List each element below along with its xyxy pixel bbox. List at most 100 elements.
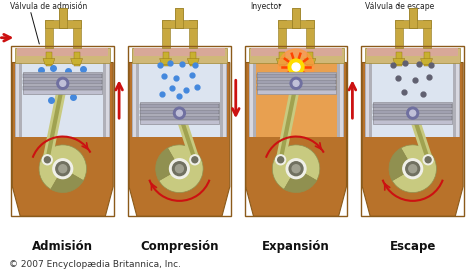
Bar [396,51,402,66]
Text: Expansión: Expansión [262,240,330,253]
Bar [255,63,337,137]
Circle shape [293,80,299,86]
Bar [23,86,102,90]
Bar [162,20,183,28]
Bar [453,63,460,137]
Text: Válvula de escape: Válvula de escape [365,2,435,11]
Wedge shape [159,145,203,192]
Polygon shape [420,59,432,64]
Wedge shape [155,148,180,180]
Circle shape [173,107,185,119]
Bar [46,51,52,66]
Circle shape [192,157,198,163]
Circle shape [175,165,183,173]
Bar [256,72,336,94]
Bar [140,116,219,120]
Bar [59,8,67,28]
Bar [163,51,169,66]
Circle shape [410,110,416,116]
Bar [162,20,170,48]
Bar [251,48,342,56]
Bar [175,8,183,28]
Bar [17,48,108,56]
Text: Admisión: Admisión [32,240,93,253]
Circle shape [289,162,303,176]
Bar [365,63,372,137]
Bar [292,8,300,28]
Bar [59,20,81,28]
Polygon shape [129,63,230,216]
Bar [250,63,253,137]
Polygon shape [187,59,199,64]
Bar [395,20,403,48]
Bar [373,104,452,108]
Polygon shape [362,63,463,216]
Bar [248,48,344,63]
Circle shape [290,78,302,89]
Bar [245,46,347,216]
Bar [456,63,459,137]
Circle shape [56,162,70,176]
Bar [15,63,22,137]
Bar [361,46,464,216]
Bar [337,63,344,137]
Bar [140,104,219,108]
Bar [373,116,452,120]
Circle shape [57,78,69,89]
Circle shape [292,63,300,71]
Bar [175,20,197,28]
Polygon shape [304,59,316,64]
Polygon shape [393,59,405,64]
Circle shape [288,59,304,75]
Bar [409,8,417,28]
Bar [140,110,219,114]
Circle shape [59,165,67,173]
Bar [373,102,452,124]
Bar [256,80,336,84]
Polygon shape [43,59,55,64]
Bar [366,63,369,137]
Bar [190,51,196,66]
Bar [175,8,183,28]
Bar [372,63,453,137]
Wedge shape [284,169,317,192]
Circle shape [407,107,419,119]
Wedge shape [389,148,413,180]
Bar [23,80,102,84]
Bar [22,63,103,137]
Bar [15,48,110,63]
Bar [395,20,417,28]
Bar [140,102,219,124]
Circle shape [286,159,306,179]
Polygon shape [160,59,172,64]
Circle shape [423,155,433,165]
Bar [292,8,300,28]
Bar [59,8,67,28]
Circle shape [176,110,182,116]
Bar [132,48,227,63]
Circle shape [173,162,186,176]
Bar [279,51,285,66]
Bar [128,46,231,216]
Circle shape [406,162,419,176]
Circle shape [190,155,200,165]
Polygon shape [276,59,288,64]
Circle shape [276,155,286,165]
Bar [256,86,336,90]
Bar [248,63,255,137]
Bar [278,20,300,28]
Bar [132,63,139,137]
Text: Compresión: Compresión [140,240,219,253]
Bar [45,20,67,28]
Bar [16,63,19,137]
Circle shape [403,159,423,179]
Wedge shape [392,145,437,192]
Bar [365,48,460,63]
Text: Válvula de admisión: Válvula de admisión [10,2,88,11]
Bar [423,20,430,48]
Circle shape [53,159,73,179]
Bar [306,20,314,48]
Text: Escape: Escape [390,240,436,253]
Bar [45,20,53,48]
Polygon shape [246,63,346,216]
